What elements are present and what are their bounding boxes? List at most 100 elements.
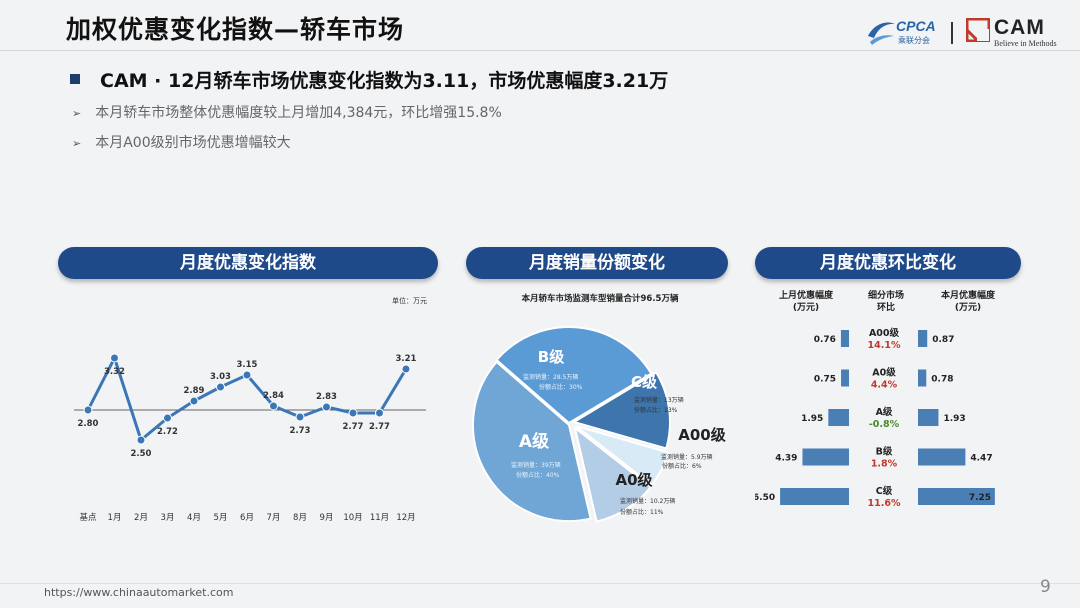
cpca-swoosh-icon bbox=[868, 22, 895, 45]
data-label: 3.32 bbox=[104, 367, 125, 377]
data-point bbox=[401, 364, 411, 374]
cam-mark-icon bbox=[966, 18, 990, 42]
x-tick-label: 1月 bbox=[108, 513, 122, 523]
last-month-value: 6.50 bbox=[755, 493, 775, 503]
data-point bbox=[295, 412, 305, 422]
slice-volume-label: 监测销量：28.5万辆 bbox=[523, 373, 578, 381]
bullet-text: 本月轿车市场整体优惠幅度较上月增加4,384元，环比增强15.8% bbox=[95, 105, 502, 121]
this-month-value: 1.93 bbox=[943, 414, 965, 424]
data-label: 2.73 bbox=[290, 426, 311, 436]
index-panel-title: 月度优惠变化指数 bbox=[58, 247, 438, 279]
data-point bbox=[216, 382, 225, 392]
this-month-value: 0.87 bbox=[932, 335, 954, 345]
mom-change-label: -0.8% bbox=[869, 419, 900, 430]
x-tick-label: 5月 bbox=[214, 513, 228, 523]
data-point bbox=[163, 413, 172, 423]
line-chart-unit: 单位：万元 bbox=[392, 297, 427, 305]
cpca-logo-subtext: 乘联分会 bbox=[898, 36, 930, 45]
this-month-value: 4.47 bbox=[970, 454, 992, 464]
index-line-chart: 2.80 基点 3.32 1月 2.50 2月 2.72 3月 2.89 4月 3.03 5月 3.15… bbox=[74, 353, 426, 523]
pie-slice bbox=[495, 326, 653, 425]
data-label: 3.03 bbox=[210, 372, 231, 382]
x-tick-label: 10月 bbox=[343, 513, 362, 523]
arrow-bullet-icon: ➢ bbox=[72, 107, 82, 120]
page-number: 9 bbox=[1040, 577, 1051, 597]
this-month-bar bbox=[918, 488, 995, 505]
pie-slice bbox=[571, 371, 671, 450]
x-tick-label: 6月 bbox=[240, 513, 254, 523]
slice-name-label: A0级 bbox=[615, 471, 653, 489]
mom-change-label: 14.1% bbox=[868, 340, 901, 351]
data-label: 2.50 bbox=[131, 449, 152, 459]
x-tick-label: 12月 bbox=[396, 513, 415, 523]
data-point bbox=[136, 435, 146, 445]
footer-divider bbox=[0, 583, 1080, 584]
pie-slice bbox=[573, 425, 653, 523]
last-month-bar bbox=[802, 448, 849, 466]
cpca-logo: CPCA 乘联分会 bbox=[866, 18, 946, 46]
slice-volume-label: 监测销量：13万辆 bbox=[634, 396, 684, 404]
last-month-value: 0.75 bbox=[814, 375, 836, 385]
x-tick-label: 9月 bbox=[320, 513, 334, 523]
data-label: 2.89 bbox=[184, 386, 205, 396]
this-month-bar bbox=[918, 448, 966, 466]
slice-share-label: 份额占比：13% bbox=[634, 406, 678, 414]
this-month-bar bbox=[918, 330, 928, 347]
last-month-bar bbox=[840, 330, 849, 347]
this-month-bar bbox=[918, 369, 927, 387]
slice-name-label: A00级 bbox=[678, 426, 726, 444]
data-label: 2.83 bbox=[316, 392, 337, 402]
bullet-item: ➢ 本月轿车市场整体优惠幅度较上月增加4,384元，环比增强15.8% bbox=[72, 102, 502, 122]
segment-label: C级 bbox=[876, 485, 893, 497]
segment-label: A0级 bbox=[872, 367, 896, 379]
x-tick-label: 11月 bbox=[370, 513, 389, 523]
this-month-bar bbox=[918, 409, 939, 426]
data-label: 2.72 bbox=[157, 427, 178, 437]
share-panel-title: 月度销量份额变化 bbox=[466, 247, 728, 279]
slice-volume-label: 监测销量：39万辆 bbox=[511, 461, 561, 469]
data-label: 3.21 bbox=[396, 354, 417, 364]
logo-separator bbox=[951, 22, 953, 44]
x-tick-label: 8月 bbox=[293, 513, 307, 523]
data-point bbox=[375, 408, 384, 418]
x-tick-label: 4月 bbox=[187, 513, 201, 523]
pie-chart-title: 本月轿车市场监测车型销量合计96.5万辆 bbox=[521, 294, 679, 304]
data-label: 2.77 bbox=[343, 422, 364, 432]
slice-name-label: B级 bbox=[538, 348, 565, 366]
col-header-segment: 细分市场 环比 bbox=[867, 291, 904, 313]
footer-url[interactable]: https://www.chinaautomarket.com bbox=[44, 586, 234, 599]
data-point bbox=[322, 402, 331, 412]
last-month-value: 4.39 bbox=[775, 454, 797, 464]
segment-label: B级 bbox=[876, 446, 893, 458]
bullet-item: ➢ 本月A00级别市场优惠增幅较大 bbox=[72, 132, 291, 152]
cpca-logo-text: CPCA bbox=[896, 18, 936, 34]
data-point bbox=[269, 401, 278, 411]
headline: CAM · 12月轿车市场优惠变化指数为3.11，市场优惠幅度3.21万 bbox=[100, 70, 669, 92]
segment-label: A00级 bbox=[869, 327, 900, 339]
pie-slice bbox=[472, 360, 592, 522]
x-tick-label: 3月 bbox=[161, 513, 175, 523]
slice-share-label: 份额占比：11% bbox=[620, 508, 664, 516]
data-point bbox=[83, 405, 93, 415]
x-tick-label: 基点 bbox=[79, 512, 97, 523]
last-month-bar bbox=[780, 488, 849, 505]
data-label: 3.15 bbox=[237, 360, 258, 370]
slice-volume-label: 监测销量：5.9万辆 bbox=[661, 453, 713, 461]
x-tick-label: 2月 bbox=[134, 513, 148, 523]
cam-logo-subtext: Believe in Methods bbox=[994, 39, 1057, 48]
this-month-value: 7.25 bbox=[969, 493, 991, 503]
mom-change-label: 11.6% bbox=[868, 498, 901, 509]
this-month-value: 0.78 bbox=[931, 375, 953, 385]
segment-label: A级 bbox=[876, 406, 893, 418]
last-month-bar bbox=[841, 369, 849, 387]
data-point bbox=[242, 370, 252, 380]
x-tick-label: 7月 bbox=[267, 513, 281, 523]
last-month-value: 1.95 bbox=[801, 414, 823, 424]
slice-share-label: 份额占比：6% bbox=[662, 462, 702, 470]
data-label: 2.84 bbox=[263, 391, 284, 401]
mom-panel-title: 月度优惠环比变化 bbox=[755, 247, 1021, 279]
pie-slice bbox=[575, 425, 670, 487]
data-label: 2.80 bbox=[78, 419, 99, 429]
data-point bbox=[348, 408, 358, 418]
